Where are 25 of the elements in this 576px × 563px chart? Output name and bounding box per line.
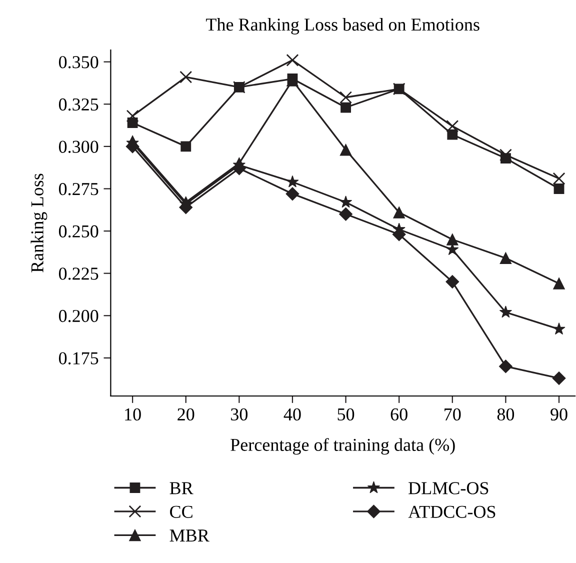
y-tick-label: 0.175 bbox=[58, 352, 98, 364]
y-tick-label: 0.225 bbox=[58, 268, 98, 280]
y-tick-label: 0.200 bbox=[58, 310, 98, 322]
legend-label: BR bbox=[170, 482, 194, 494]
y-tick-label: 0.250 bbox=[58, 225, 98, 238]
x-tick-label: 30 bbox=[231, 408, 248, 421]
x-axis-title: Percentage of training data (%) bbox=[230, 438, 455, 455]
x-tick-label: 50 bbox=[338, 408, 354, 421]
y-tick-label: 0.275 bbox=[58, 182, 98, 196]
x-tick-label: 90 bbox=[550, 408, 568, 421]
y-tick-label: 0.300 bbox=[58, 140, 98, 153]
x-tick-label: 70 bbox=[444, 408, 461, 421]
x-tick-label: 10 bbox=[125, 408, 141, 421]
legend-label: CC bbox=[170, 506, 192, 518]
x-tick-label: 40 bbox=[284, 408, 301, 421]
y-tick-label: 0.350 bbox=[58, 56, 98, 68]
y-axis-title: Ranking Loss bbox=[30, 174, 48, 272]
legend-label: DLMC-OS bbox=[408, 482, 488, 494]
x-tick-label: 80 bbox=[497, 408, 514, 421]
legend-label: ATDCC-OS bbox=[408, 506, 496, 518]
y-tick-label: 0.325 bbox=[58, 98, 98, 111]
legend-label: MBR bbox=[170, 530, 210, 542]
x-tick-label: 20 bbox=[178, 408, 194, 421]
chart-title: The Ranking Loss based on Emotions bbox=[206, 18, 480, 34]
x-tick-label: 60 bbox=[390, 408, 408, 421]
